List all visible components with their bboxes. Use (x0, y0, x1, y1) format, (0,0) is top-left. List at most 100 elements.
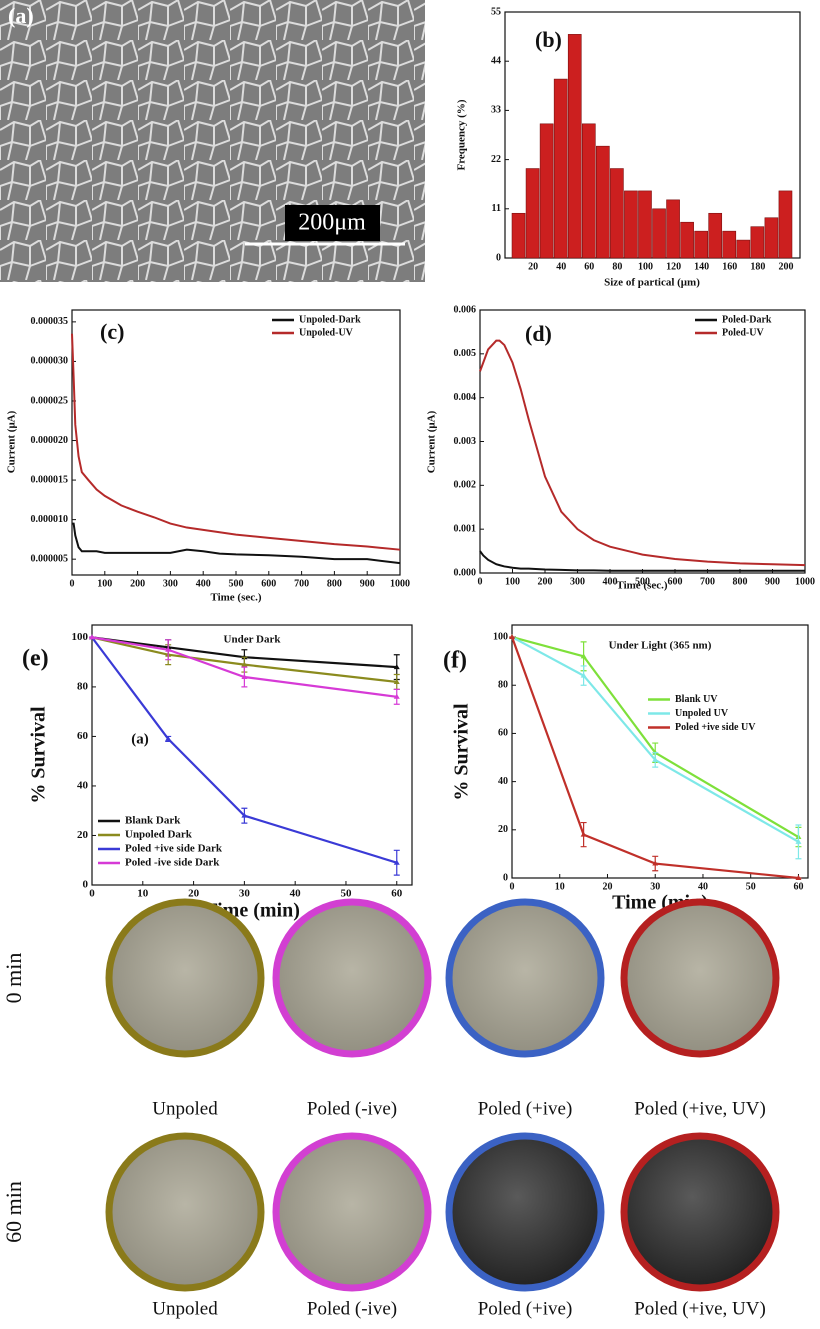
petri-dish (445, 898, 605, 1058)
bar (525, 168, 540, 259)
x-tick-label: 50 (746, 881, 756, 892)
y-axis-label: Current (μA) (6, 410, 18, 473)
x-tick-label: 50 (340, 888, 352, 900)
x-tick-label: 400 (196, 578, 211, 589)
y-tick-label: 0.000005 (31, 553, 69, 564)
y-tick-label: 0.004 (454, 392, 477, 403)
bar (666, 199, 680, 259)
panel-label: (b) (535, 27, 562, 52)
legend-label: Poled +ive side Dark (125, 843, 223, 855)
y-tick-label: 0.000010 (31, 514, 69, 525)
x-tick-label: 40 (556, 261, 566, 272)
x-tick-label: 0 (89, 888, 95, 900)
series-line (91, 636, 397, 684)
bar (722, 230, 737, 259)
panel-label: (f) (443, 648, 467, 674)
plot-frame (479, 309, 806, 574)
series-line (91, 636, 398, 864)
x-tick-label: 200 (538, 576, 553, 587)
legend-label: Unpoled Dark (125, 829, 193, 841)
x-tick-label: 100 (505, 576, 520, 587)
legend-label: Blank UV (675, 694, 718, 705)
x-axis-label: Size of partical (μm) (604, 277, 700, 289)
bar (750, 226, 765, 259)
y-tick-label: 0.001 (454, 523, 477, 534)
y-tick-label: 44 (491, 55, 501, 66)
marker (509, 634, 515, 640)
x-tick-label: 120 (666, 261, 681, 272)
chart-title: Under Dark (224, 634, 282, 646)
scale-box (285, 205, 380, 241)
dish-label: Poled (-ive) (307, 1098, 397, 1119)
bar (610, 168, 624, 259)
y-tick-label: 33 (491, 105, 501, 116)
legend-label: Blank Dark (125, 815, 181, 827)
dish-row: 60 min Unpoled Poled (-ive) Poled (+ive) Pol… (1, 1132, 780, 1319)
chart-title: Under Light (365 nm) (609, 640, 712, 652)
y-tick-label: 0.000030 (31, 356, 69, 367)
series-line (479, 339, 806, 567)
dish-label: Poled (+ive, UV) (634, 1298, 766, 1319)
y-tick-label: 40 (498, 776, 508, 787)
petri-dish (272, 1132, 432, 1292)
x-tick-label: 80 (612, 261, 622, 272)
dish-label: Poled (-ive) (307, 1298, 397, 1319)
time-label: 60 min (1, 1181, 26, 1243)
y-tick-label: 80 (77, 680, 89, 692)
x-tick-label: 0 (70, 578, 75, 589)
x-tick-label: 0 (510, 881, 515, 892)
chart: 0 100 200 300 400 500 600 700 800 900 1000 0.000 0.0… (426, 304, 815, 591)
y-tick-label: 55 (491, 6, 501, 17)
bar (778, 190, 793, 259)
marker (393, 678, 400, 684)
x-tick-label: 10 (137, 888, 149, 900)
x-tick-label: 40 (698, 881, 708, 892)
y-tick-label: 0.000025 (31, 395, 69, 406)
x-axis-label: Time (sec.) (616, 580, 667, 592)
y-tick-label: 0 (83, 879, 89, 891)
y-tick-label: 60 (77, 730, 89, 742)
dish-label: Poled (+ive, UV) (634, 1098, 766, 1119)
dish-row: 0 min Unpoled Poled (-ive) Poled (+ive) Pole… (1, 898, 780, 1119)
x-tick-label: 60 (793, 881, 803, 892)
x-tick-label: 60 (391, 888, 403, 900)
y-tick-label: 60 (498, 728, 508, 739)
y-tick-label: 20 (498, 824, 508, 835)
x-tick-label: 700 (700, 576, 715, 587)
marker (393, 664, 400, 670)
marker (165, 735, 172, 741)
x-tick-label: 60 (584, 261, 594, 272)
y-tick-label: 22 (491, 154, 501, 165)
x-tick-label: 900 (360, 578, 375, 589)
x-tick-label: 800 (733, 576, 748, 587)
y-tick-label: 0.000020 (31, 435, 69, 446)
y-axis-label: Current (μA) (426, 410, 438, 473)
marker (652, 860, 659, 866)
x-tick-label: 20 (528, 261, 538, 272)
x-tick-label: 800 (327, 578, 342, 589)
x-tick-label: 30 (239, 888, 251, 900)
y-tick-label: 80 (498, 680, 508, 691)
chart: 0 100 200 300 400 500 600 700 800 900 1000 0.000005… (6, 309, 410, 604)
y-tick-label: 0.002 (454, 480, 477, 491)
series-line (510, 636, 799, 880)
panel-label: (e) (22, 646, 49, 672)
bar (581, 123, 596, 259)
x-tick-label: 1000 (390, 578, 410, 589)
y-tick-label: 0.005 (454, 348, 477, 359)
series-line (511, 636, 799, 843)
dish-label: Unpoled (152, 1298, 218, 1319)
x-tick-label: 600 (668, 576, 683, 587)
y-tick-label: 0.000015 (31, 474, 69, 485)
x-tick-label: 200 (778, 261, 793, 272)
bar (624, 190, 638, 259)
petri-dish (620, 1132, 780, 1292)
x-tick-label: 1000 (795, 576, 815, 587)
dish-label: Unpoled (152, 1098, 218, 1119)
petri-dish (105, 898, 265, 1058)
bar (708, 212, 723, 259)
annotation: (a) (131, 731, 149, 747)
legend-label: Unpoled-UV (299, 327, 354, 338)
y-tick-label: 0.003 (454, 436, 477, 447)
